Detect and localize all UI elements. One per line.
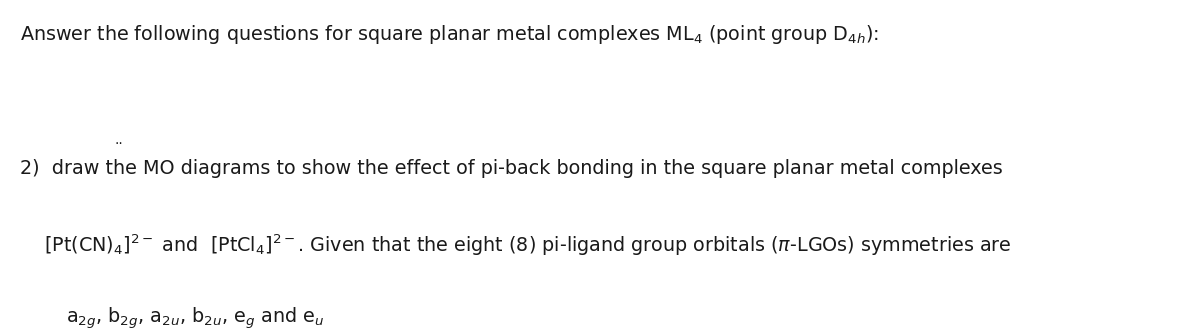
- Text: ..: ..: [114, 133, 122, 147]
- Text: a$_{2g}$, b$_{2g}$, a$_{2u}$, b$_{2u}$, e$_g$ and e$_u$: a$_{2g}$, b$_{2g}$, a$_{2u}$, b$_{2u}$, …: [66, 305, 324, 331]
- Text: [Pt(CN)$_4$]$^{2-}$ and  [PtCl$_4$]$^{2-}$. Given that the eight (8) pi-ligand g: [Pt(CN)$_4$]$^{2-}$ and [PtCl$_4$]$^{2-}…: [20, 232, 1012, 258]
- Text: 2)  draw the MO diagrams to show the effect of pi-back bonding in the square pla: 2) draw the MO diagrams to show the effe…: [20, 159, 1003, 178]
- Text: Answer the following questions for square planar metal complexes ML$_4$ (point g: Answer the following questions for squar…: [20, 23, 880, 46]
